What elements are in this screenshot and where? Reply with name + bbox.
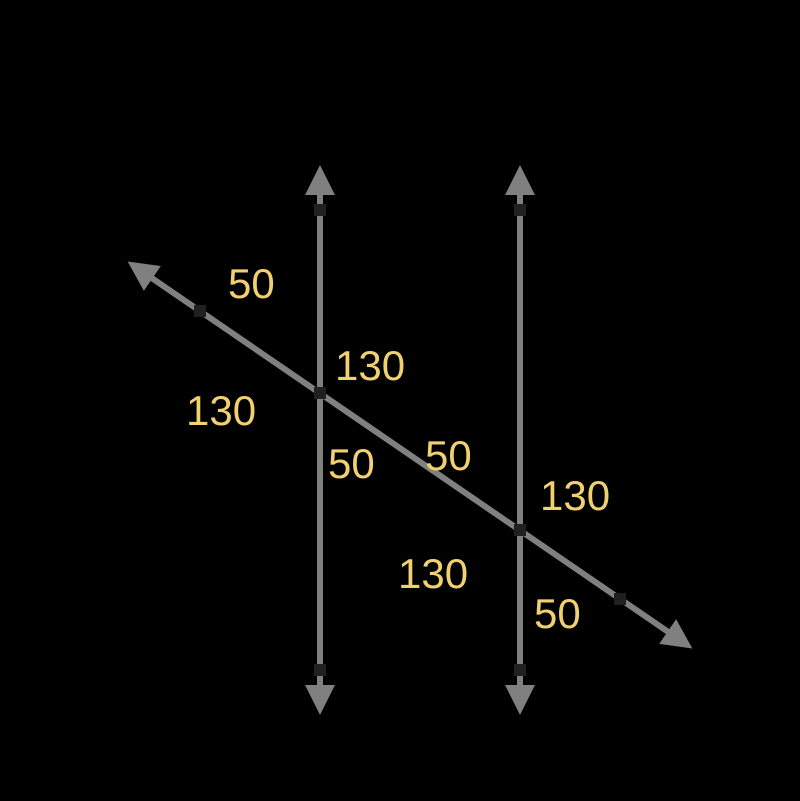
diagram-background bbox=[0, 0, 800, 801]
angle-label: 130 bbox=[335, 342, 405, 389]
point-marker bbox=[514, 524, 526, 536]
point-marker bbox=[514, 204, 526, 216]
angle-label: 50 bbox=[425, 432, 472, 479]
point-marker bbox=[194, 305, 206, 317]
point-marker bbox=[614, 593, 626, 605]
point-marker bbox=[514, 664, 526, 676]
angle-label: 130 bbox=[540, 472, 610, 519]
point-marker bbox=[314, 664, 326, 676]
point-marker bbox=[314, 204, 326, 216]
angle-label: 50 bbox=[328, 440, 375, 487]
angle-label: 130 bbox=[186, 387, 256, 434]
point-marker bbox=[314, 387, 326, 399]
angle-label: 50 bbox=[534, 590, 581, 637]
angle-label: 130 bbox=[398, 550, 468, 597]
parallel-lines-transversal-diagram: 50 130 130 50 50 130 130 50 bbox=[0, 0, 800, 801]
angle-label: 50 bbox=[228, 260, 275, 307]
